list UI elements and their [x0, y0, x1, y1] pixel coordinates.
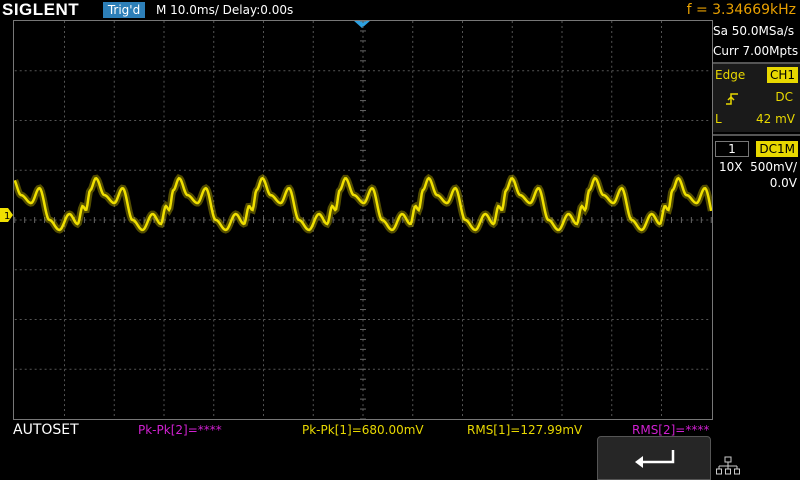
back-button[interactable]: [597, 436, 711, 480]
timebase-readout[interactable]: M 10.0ms/ Delay:0.00s: [156, 3, 294, 17]
rising-edge-icon: [726, 93, 738, 105]
sample-rate: Sa 50.0MSa/s: [713, 24, 795, 38]
network-icon: [716, 456, 740, 475]
measurement-rms-ch1: RMS[1]=127.99mV: [467, 423, 583, 437]
ch1-number: 1: [715, 141, 749, 157]
ch1-offset-marker[interactable]: 1: [0, 208, 13, 222]
ch1-marker-label: 1: [4, 211, 10, 222]
trigger-source-badge: CH1: [766, 67, 798, 83]
trigger-status-badge: Trig'd: [103, 2, 145, 18]
ch1-probe: 10X: [719, 160, 743, 174]
trigger-panel[interactable]: Edge CH1 DC L 42 mV: [713, 64, 800, 132]
ch1-coupling-badge: DC1M: [756, 141, 798, 157]
return-arrow-icon: [635, 450, 675, 468]
divider: [713, 134, 800, 136]
divider: [713, 62, 800, 64]
memory-depth: Curr 7.00Mpts: [713, 44, 799, 58]
info-panel: Sa 50.0MSa/s Curr 7.00Mpts Edge CH1 DC L…: [713, 20, 800, 192]
waveform-display[interactable]: [13, 20, 713, 420]
measurement-bar: AUTOSET Pk-Pk[2]=**** Pk-Pk[1]=680.00mV …: [0, 420, 800, 480]
ch1-trace: [14, 176, 712, 232]
trigger-coupling: DC: [775, 90, 793, 104]
trigger-level-label: L: [715, 112, 722, 126]
brand-logo: SIGLENT: [2, 0, 80, 19]
ch1-panel[interactable]: 1 DC1M 10X 500mV/ 0.0V: [713, 138, 800, 192]
measurement-pkpk-ch2: Pk-Pk[2]=****: [138, 423, 222, 437]
trigger-type: Edge: [715, 68, 746, 82]
autoset-label: AUTOSET: [13, 422, 79, 438]
ch1-offset: 0.0V: [769, 176, 797, 190]
trigger-level-value: 42 mV: [756, 112, 795, 126]
trigger-position-marker[interactable]: [353, 20, 371, 28]
frequency-counter: f = 3.34669kHz: [686, 2, 796, 18]
measurement-rms-ch2: RMS[2]=****: [632, 423, 710, 437]
measurement-pkpk-ch1: Pk-Pk[1]=680.00mV: [302, 423, 424, 437]
ch1-scale: 500mV/: [750, 160, 797, 174]
